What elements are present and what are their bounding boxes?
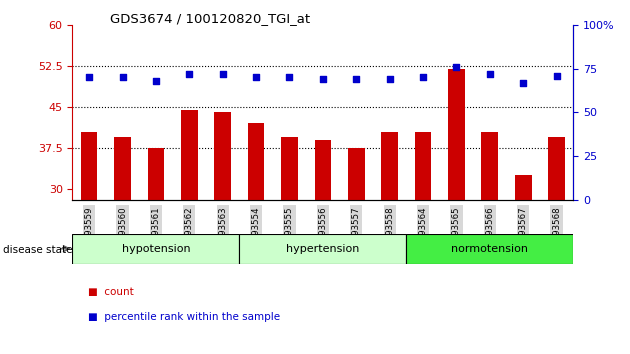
Point — [251, 75, 261, 80]
Text: ■  percentile rank within the sample: ■ percentile rank within the sample — [88, 312, 280, 322]
Bar — [548, 137, 565, 200]
Text: ■  count: ■ count — [88, 287, 134, 297]
Text: hypotension: hypotension — [122, 244, 190, 254]
Point — [185, 71, 195, 77]
Point — [285, 75, 295, 80]
Text: normotension: normotension — [451, 244, 529, 254]
Text: disease state: disease state — [3, 245, 72, 255]
Text: GDS3674 / 100120820_TGI_at: GDS3674 / 100120820_TGI_at — [110, 12, 311, 25]
FancyBboxPatch shape — [406, 234, 573, 264]
Bar — [448, 69, 465, 200]
Bar — [248, 123, 265, 200]
Point — [418, 75, 428, 80]
Point — [151, 78, 161, 84]
Point — [385, 76, 395, 82]
Bar — [314, 140, 331, 200]
Point — [318, 76, 328, 82]
Text: hypertension: hypertension — [286, 244, 360, 254]
Bar — [281, 137, 298, 200]
Bar — [214, 113, 231, 200]
Point — [518, 80, 529, 85]
Bar — [415, 132, 432, 200]
FancyBboxPatch shape — [72, 234, 239, 264]
Point — [485, 71, 495, 77]
Point — [84, 75, 94, 80]
Bar — [147, 148, 164, 200]
Bar — [515, 175, 532, 200]
Bar — [348, 148, 365, 200]
Point — [118, 75, 128, 80]
Point — [352, 76, 362, 82]
Bar — [181, 110, 198, 200]
Bar — [114, 137, 131, 200]
Bar — [81, 132, 98, 200]
Point — [552, 73, 562, 79]
Point — [452, 64, 462, 70]
Point — [218, 71, 228, 77]
Bar — [381, 132, 398, 200]
FancyBboxPatch shape — [239, 234, 406, 264]
Bar — [481, 132, 498, 200]
